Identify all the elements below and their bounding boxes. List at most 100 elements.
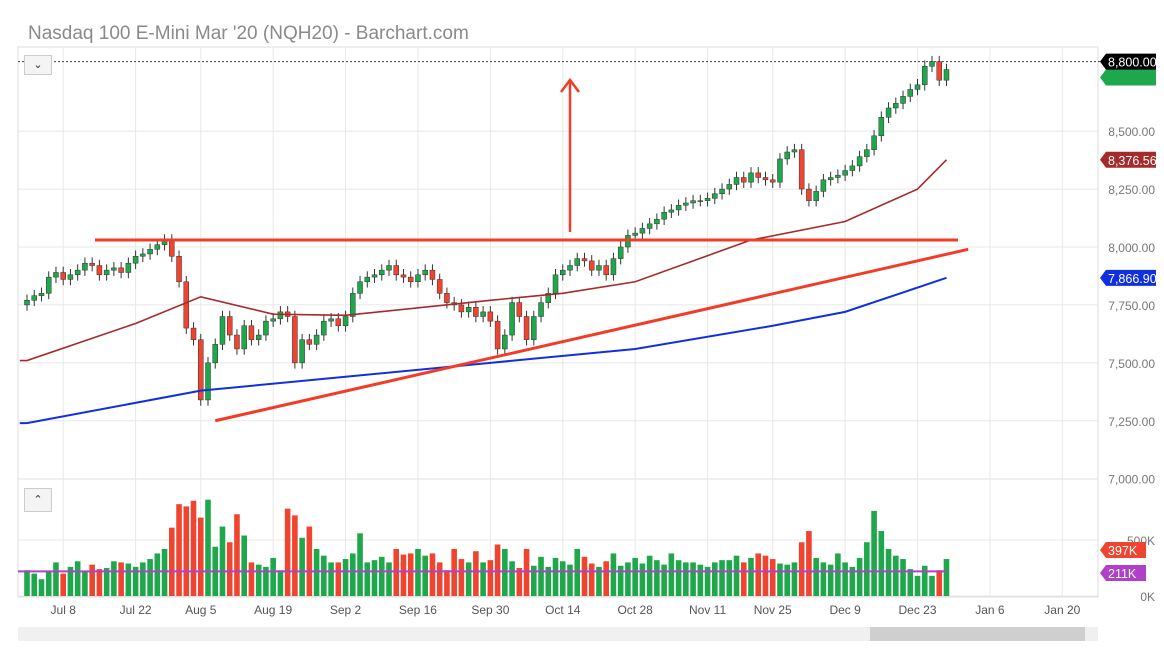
scrollbar-track[interactable] <box>18 627 1098 641</box>
candle <box>140 253 146 257</box>
volume-bar <box>299 537 305 596</box>
trendline <box>214 247 969 423</box>
volume-bar <box>234 514 240 596</box>
volume-bar <box>393 548 400 596</box>
candle <box>675 205 682 211</box>
volume-bar <box>255 564 262 596</box>
volume-bar <box>581 556 588 596</box>
volume-bar <box>929 575 935 596</box>
candle <box>914 84 921 90</box>
candle <box>429 269 436 280</box>
volume-bar <box>422 555 428 596</box>
candle <box>132 256 139 264</box>
candle <box>111 267 117 271</box>
candle <box>893 103 899 109</box>
y-tick-label: 8,250.00 <box>1108 183 1155 197</box>
candle <box>24 300 30 306</box>
volume-bar <box>864 542 870 596</box>
volume-bar <box>270 557 276 596</box>
volume-bar <box>248 562 255 596</box>
volume-bar <box>625 562 631 596</box>
candle <box>929 61 935 67</box>
volume-label: 397K <box>1108 544 1138 558</box>
candle <box>277 311 284 320</box>
candle <box>263 320 269 336</box>
candle <box>697 200 704 202</box>
candle <box>777 158 783 183</box>
ma50-tag <box>1100 151 1156 168</box>
volume-bar <box>878 531 885 596</box>
candle <box>321 320 327 336</box>
volume-bar <box>654 560 660 596</box>
volume-bar <box>856 557 863 596</box>
volume-bar <box>407 553 414 596</box>
chart-title: Nasdaq 100 E-Mini Mar '20 (NQH20) - Barc… <box>28 23 469 44</box>
candle <box>183 281 190 329</box>
candle <box>871 135 877 150</box>
volume-bar <box>24 570 30 596</box>
candle <box>357 281 363 294</box>
candle <box>922 66 928 86</box>
volume-bar <box>668 553 675 596</box>
ma200-line <box>19 276 947 425</box>
volume-bar <box>241 535 247 596</box>
candle <box>60 272 66 280</box>
candle <box>386 265 392 271</box>
candle <box>741 177 747 183</box>
volume-bar <box>67 566 74 596</box>
volume-bar <box>219 526 226 596</box>
volume-bar <box>31 573 38 596</box>
volume-bar <box>161 548 168 596</box>
volume-bar <box>190 500 197 596</box>
candle <box>415 274 421 283</box>
volume-bar <box>183 506 190 596</box>
volume-bar <box>509 561 515 596</box>
volume-bar <box>480 562 486 596</box>
volume-toggle-chevron-up-icon[interactable]: ⌃ <box>24 488 52 512</box>
volume-bar <box>820 562 827 596</box>
volume-bar <box>473 551 479 596</box>
volume-bar <box>45 571 52 596</box>
volume-bar <box>798 542 805 596</box>
y-tick-label: 8,500.00 <box>1108 125 1155 139</box>
candle <box>53 272 59 278</box>
x-tick-label: Nov 25 <box>754 603 792 617</box>
last-price-label: 8,800.00 <box>1108 56 1157 70</box>
candle <box>610 258 617 276</box>
volume-bar <box>900 559 906 596</box>
volume-bar <box>458 559 465 596</box>
volume-bar <box>451 548 457 596</box>
volume-bar <box>842 562 848 596</box>
candle <box>400 274 407 278</box>
candle <box>292 316 298 364</box>
volume-bar <box>487 560 494 596</box>
ma50-label: 8,376.56 <box>1108 154 1157 168</box>
candle <box>335 318 342 327</box>
ma50-line <box>19 159 948 362</box>
volume-bar <box>697 564 704 596</box>
x-tick-label: Aug 5 <box>185 603 217 617</box>
candle <box>190 327 197 340</box>
candle <box>603 265 609 276</box>
candle <box>835 174 841 178</box>
scrollbar-thumb[interactable] <box>870 627 1085 641</box>
candle <box>458 304 465 313</box>
volume-bar <box>835 553 841 596</box>
volume-bar <box>378 556 385 596</box>
candle <box>234 334 240 350</box>
candle <box>364 276 371 283</box>
collapse-toggle-chevron-down-icon[interactable]: ⌄ <box>24 55 52 75</box>
candle <box>125 262 132 273</box>
candle <box>531 316 537 340</box>
candle <box>712 193 718 199</box>
volume-bar <box>523 548 530 596</box>
volume-bar <box>147 559 153 596</box>
volume-bar <box>277 570 284 596</box>
volume-bar <box>588 563 595 596</box>
volume-bar <box>176 504 182 596</box>
candle <box>617 246 624 259</box>
candle <box>82 262 88 271</box>
candle <box>169 239 175 257</box>
